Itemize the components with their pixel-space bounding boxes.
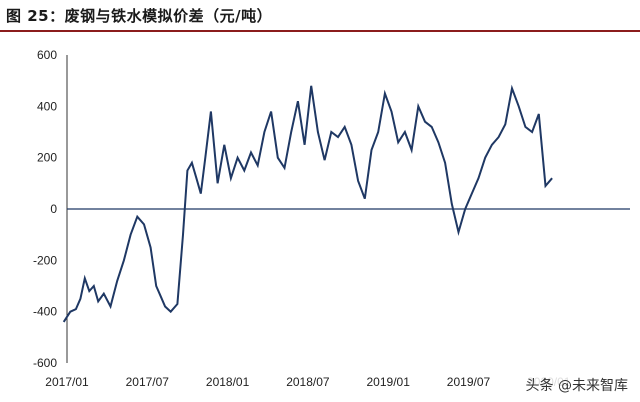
x-tick-label: 2019/01	[367, 375, 411, 389]
y-axis-ticks: -600 -400 -200 0 200 400 600	[33, 48, 57, 370]
title-divider	[0, 30, 640, 32]
x-tick-label: 2018/01	[206, 375, 250, 389]
y-tick-label: -600	[33, 356, 57, 370]
y-tick-label: 600	[37, 48, 57, 62]
x-tick-label: 2019/07	[447, 375, 491, 389]
y-tick-label: 0	[50, 202, 57, 216]
y-tick-label: -200	[33, 253, 57, 267]
chart-title: 图 25：废钢与铁水模拟价差（元/吨）	[6, 7, 273, 25]
x-tick-label: 2017/07	[126, 375, 170, 389]
watermark: 头条 @未来智库	[521, 374, 632, 396]
x-tick-label: 2018/07	[286, 375, 330, 389]
y-tick-label: 400	[37, 99, 57, 113]
y-tick-label: -400	[33, 305, 57, 319]
x-axis-ticks: 2017/01 2017/07 2018/01 2018/07 2019/01 2019/…	[45, 375, 571, 389]
x-tick-label: 2017/01	[45, 375, 89, 389]
series-line	[62, 84, 553, 323]
y-tick-label: 200	[37, 151, 57, 165]
chart-axes	[66, 55, 630, 363]
